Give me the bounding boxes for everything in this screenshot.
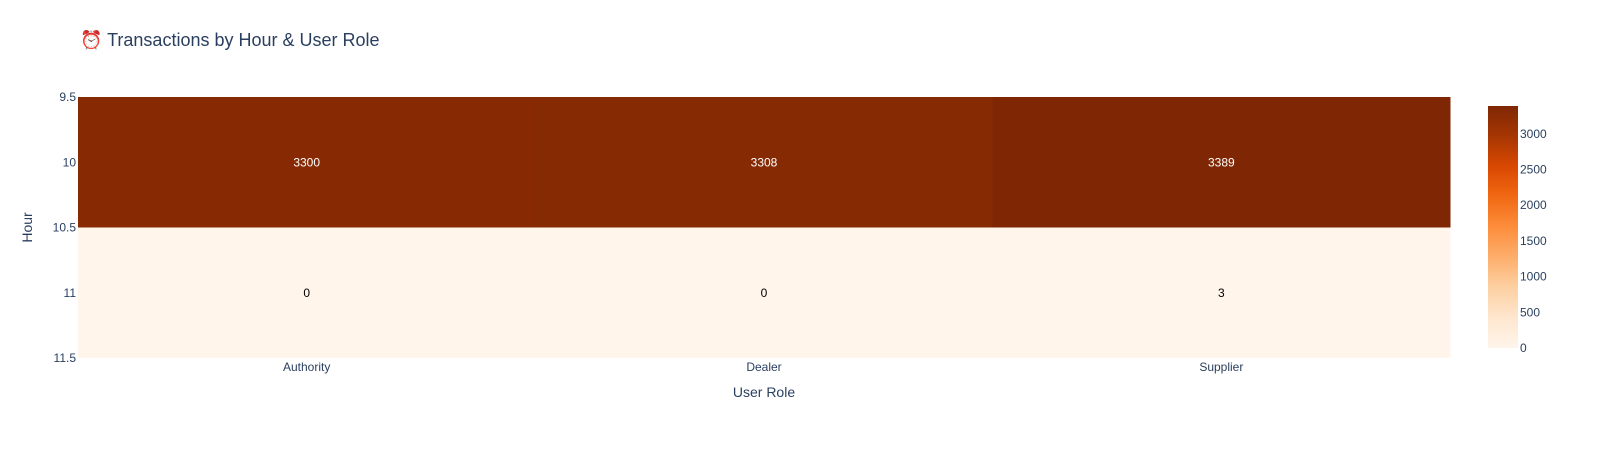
cell-value-label: 0 xyxy=(303,286,310,300)
heatmap-cells xyxy=(78,97,1451,358)
cell-value-label: 0 xyxy=(761,286,768,300)
x-axis-title: User Role xyxy=(733,384,795,400)
y-tick-label: 10.5 xyxy=(53,221,77,235)
colorbar-tick-label: 0 xyxy=(1520,341,1527,355)
x-tick-label: Supplier xyxy=(1199,360,1243,374)
y-tick-label: 11.5 xyxy=(54,351,77,365)
cell-value-label: 3 xyxy=(1218,286,1225,300)
colorbar-tick-label: 2500 xyxy=(1520,162,1547,176)
colorbar-tick-label: 3000 xyxy=(1520,127,1547,141)
y-axis-title: Hour xyxy=(19,212,35,243)
x-tick-label: Dealer xyxy=(746,360,781,374)
colorbar: 0 500 1000 1500 2000 2500 3000 xyxy=(1488,106,1547,355)
colorbar-tick-label: 1500 xyxy=(1520,234,1547,248)
y-axis: 9.5 10 10.5 11 11.5 Hour xyxy=(19,90,76,365)
x-axis: Authority Dealer Supplier User Role xyxy=(283,360,1243,400)
colorbar-tick-label: 1000 xyxy=(1520,270,1547,284)
x-tick-label: Authority xyxy=(283,360,330,374)
y-tick-label: 9.5 xyxy=(59,90,76,104)
y-tick-label: 11 xyxy=(64,286,77,300)
cell-value-label: 3389 xyxy=(1208,155,1235,169)
cell-value-label: 3300 xyxy=(293,155,320,169)
colorbar-tick-label: 500 xyxy=(1520,305,1540,319)
cell-value-label: 3308 xyxy=(751,155,778,169)
colorbar-tick-label: 2000 xyxy=(1520,198,1547,212)
y-tick-label: 10 xyxy=(63,155,77,169)
colorbar-scale xyxy=(1488,106,1518,348)
